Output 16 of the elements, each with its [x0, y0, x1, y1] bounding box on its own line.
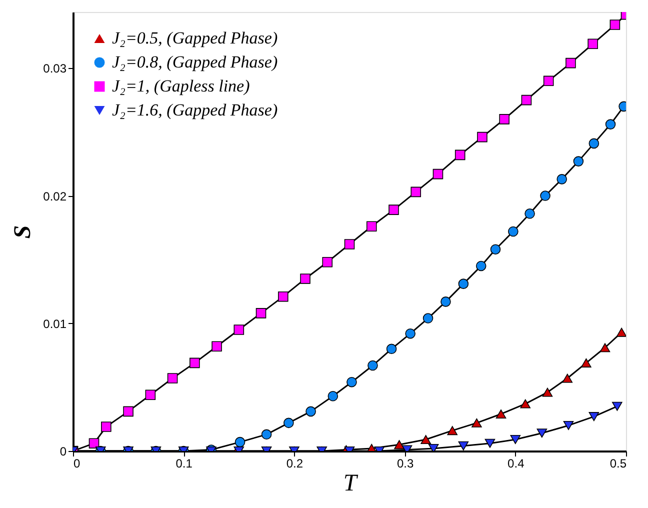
- y-tick-label: 0.01: [43, 316, 67, 331]
- legend-label: J₂=1.6, (Gapped Phase): [112, 100, 278, 120]
- x-tick-label: 0.4: [508, 456, 525, 470]
- x-tick-label: 0: [74, 456, 80, 470]
- x-tick-label: 0.1: [176, 456, 193, 470]
- y-tick-label: 0.02: [43, 189, 67, 204]
- y-axis-title: S: [10, 225, 36, 239]
- x-tick-label: 0.3: [396, 456, 414, 470]
- legend-label: J₂=0.5, (Gapped Phase): [112, 28, 278, 48]
- y-tick-label: 0: [60, 444, 67, 458]
- legend-label: J₂=1, (Gapless line): [112, 76, 250, 96]
- y-tick-label: 0.03: [43, 62, 67, 76]
- legend-label: J₂=0.8, (Gapped Phase): [112, 52, 278, 72]
- x-tick-label: 0.2: [286, 456, 304, 470]
- x-axis-title: T: [343, 470, 358, 496]
- x-tick-label: 0.5: [610, 456, 627, 470]
